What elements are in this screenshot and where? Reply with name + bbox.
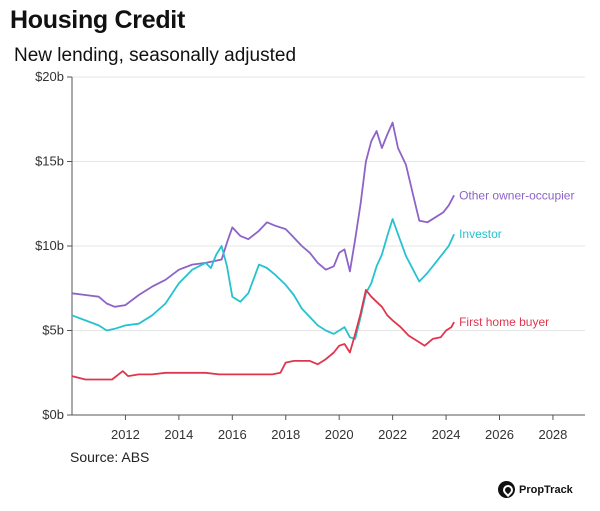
series-line-0 <box>71 121 455 308</box>
brand-name: PropTrack <box>519 483 573 496</box>
x-tick-label: 2014 <box>164 427 193 442</box>
source-note: Source: ABS <box>70 449 150 465</box>
x-tick-label: 2016 <box>218 427 247 442</box>
series-label-1: Investor <box>459 227 502 241</box>
x-tick-label: 2028 <box>538 427 567 442</box>
x-tick-label: 2024 <box>432 427 461 442</box>
x-tick-label: 2012 <box>111 427 140 442</box>
series-label-0: Other owner-occupier <box>459 188 574 202</box>
series-line-2 <box>71 289 455 381</box>
series-label-2: First home buyer <box>459 315 549 329</box>
series-line-1 <box>71 218 455 340</box>
x-tick-label: 2020 <box>325 427 354 442</box>
x-tick-label: 2026 <box>485 427 514 442</box>
chart-title: Housing Credit <box>10 6 185 34</box>
y-tick-label: $0b <box>42 407 64 422</box>
x-tick-label: 2022 <box>378 427 407 442</box>
chart-subtitle: New lending, seasonally adjusted <box>14 45 297 66</box>
y-tick-label: $15b <box>35 154 64 169</box>
x-tick-label: 2018 <box>271 427 300 442</box>
proptrack-logo-icon <box>498 481 515 498</box>
y-tick-label: $5b <box>42 323 64 338</box>
y-tick-label: $20b <box>35 69 64 84</box>
y-tick-label: $10b <box>35 238 64 253</box>
brand: PropTrack <box>498 481 573 498</box>
